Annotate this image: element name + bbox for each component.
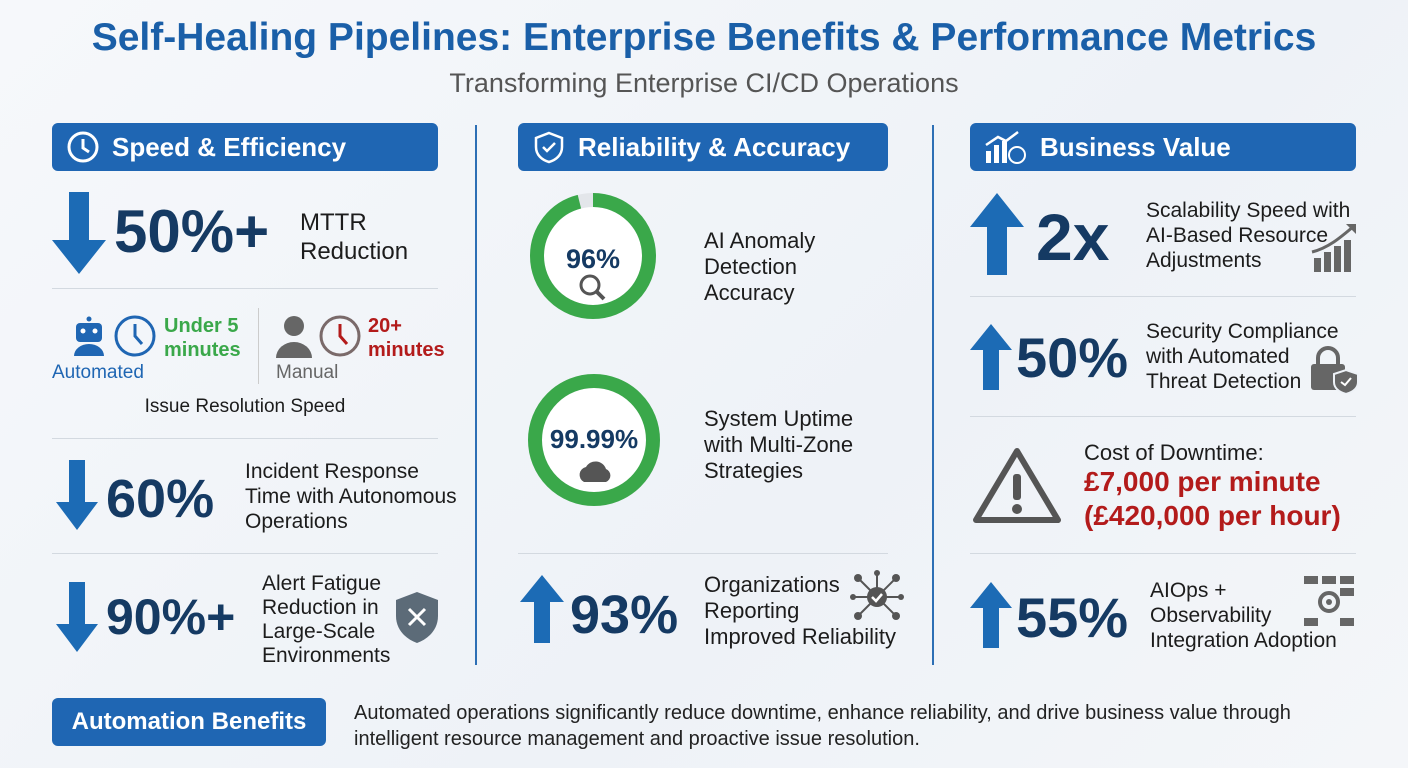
divider (52, 438, 438, 439)
downtime-per-minute: £7,000 per minute (1084, 466, 1321, 497)
mttr-value: 50%+ (114, 198, 270, 265)
up-arrow-icon (970, 193, 1024, 275)
column-divider (932, 125, 934, 665)
cloud-upload-icon (579, 461, 611, 482)
chart-money-icon (985, 131, 1026, 164)
footer-text: Automated operations significantly reduc… (354, 702, 1291, 750)
divider (518, 553, 888, 554)
orgs-label: Organizations Reporting Improved Reliabili… (704, 572, 896, 649)
automated-label: Automated (52, 362, 144, 383)
reliability-header-label: Reliability & Accuracy (578, 131, 851, 162)
reliability-header: Reliability & Accuracy (518, 123, 888, 171)
resolution-caption: Issue Resolution Speed (144, 396, 346, 417)
security-value: 50% (1016, 326, 1129, 389)
footer-label: Automation Benefits (52, 698, 326, 746)
down-arrow-icon (56, 582, 98, 652)
shield-x-icon (396, 592, 438, 643)
magnifier-icon (579, 274, 601, 296)
divider (52, 553, 438, 554)
automated-time: Under 5 minutes (164, 315, 241, 361)
clock-icon (114, 315, 156, 357)
column-divider (475, 125, 477, 665)
scale-value: 2x (1036, 200, 1110, 274)
divider (970, 416, 1356, 417)
warning-icon (973, 448, 1061, 523)
divider (52, 288, 438, 289)
server-gear-icon (1304, 576, 1354, 626)
incident-value: 60% (106, 469, 215, 529)
speed-header: Speed & Efficiency (52, 123, 438, 171)
anomaly-value: 96% (565, 244, 621, 274)
down-arrow-icon (52, 192, 106, 274)
network-check-icon (850, 570, 904, 620)
speed-header-label: Speed & Efficiency (112, 131, 347, 162)
business-header-label: Business Value (1040, 131, 1231, 162)
aiops-value: 55% (1016, 586, 1129, 649)
uptime-ring-fill (528, 374, 660, 506)
mttr-label: MTTR Reduction (300, 209, 409, 265)
person-icon (276, 316, 312, 358)
business-header: Business Value (970, 123, 1356, 171)
down-arrow-icon (56, 460, 98, 530)
manual-label: Manual (276, 362, 339, 383)
page-title: Self-Healing Pipelines: Enterprise Benef… (91, 16, 1317, 59)
aiops-label: AIOps + Observability Integration Adoption (1150, 579, 1337, 652)
divider (258, 308, 259, 384)
alert-value: 90%+ (106, 589, 236, 645)
anomaly-ring-fill (530, 193, 656, 319)
uptime-value: 99.99% (549, 424, 639, 454)
uptime-label: System Uptime with Multi-Zone Strategies (704, 406, 854, 483)
downtime-per-hour: (£420,000 per hour) (1084, 500, 1341, 531)
shield-check-icon (534, 131, 564, 164)
incident-label: Incident Response Time with Autonomous Ope… (245, 460, 457, 533)
uptime-ring (528, 374, 660, 506)
anomaly-ring (530, 193, 656, 319)
growth-chart-icon (1311, 224, 1356, 272)
clock-icon (319, 315, 361, 357)
downtime-label: Cost of Downtime: (1084, 440, 1264, 465)
lock-shield-icon (1311, 346, 1359, 394)
robot-icon (74, 316, 104, 356)
divider (970, 553, 1356, 554)
manual-time: 20+ minutes (368, 315, 445, 361)
up-arrow-icon (520, 575, 564, 643)
divider (970, 296, 1356, 297)
anomaly-label: AI Anomaly Detection Accuracy (704, 228, 816, 305)
up-arrow-icon (970, 324, 1012, 390)
scale-label: Scalability Speed with AI-Based Resource A… (1146, 199, 1351, 272)
alert-label: Alert Fatigue Reduction in Large-Scale Envi… (262, 572, 391, 667)
security-label: Security Compliance with Automated Threat … (1146, 320, 1339, 393)
orgs-value: 93% (570, 585, 679, 645)
page-subtitle: Transforming Enterprise CI/CD Operations (449, 68, 959, 98)
up-arrow-icon (970, 582, 1012, 648)
clock-icon (67, 131, 99, 163)
